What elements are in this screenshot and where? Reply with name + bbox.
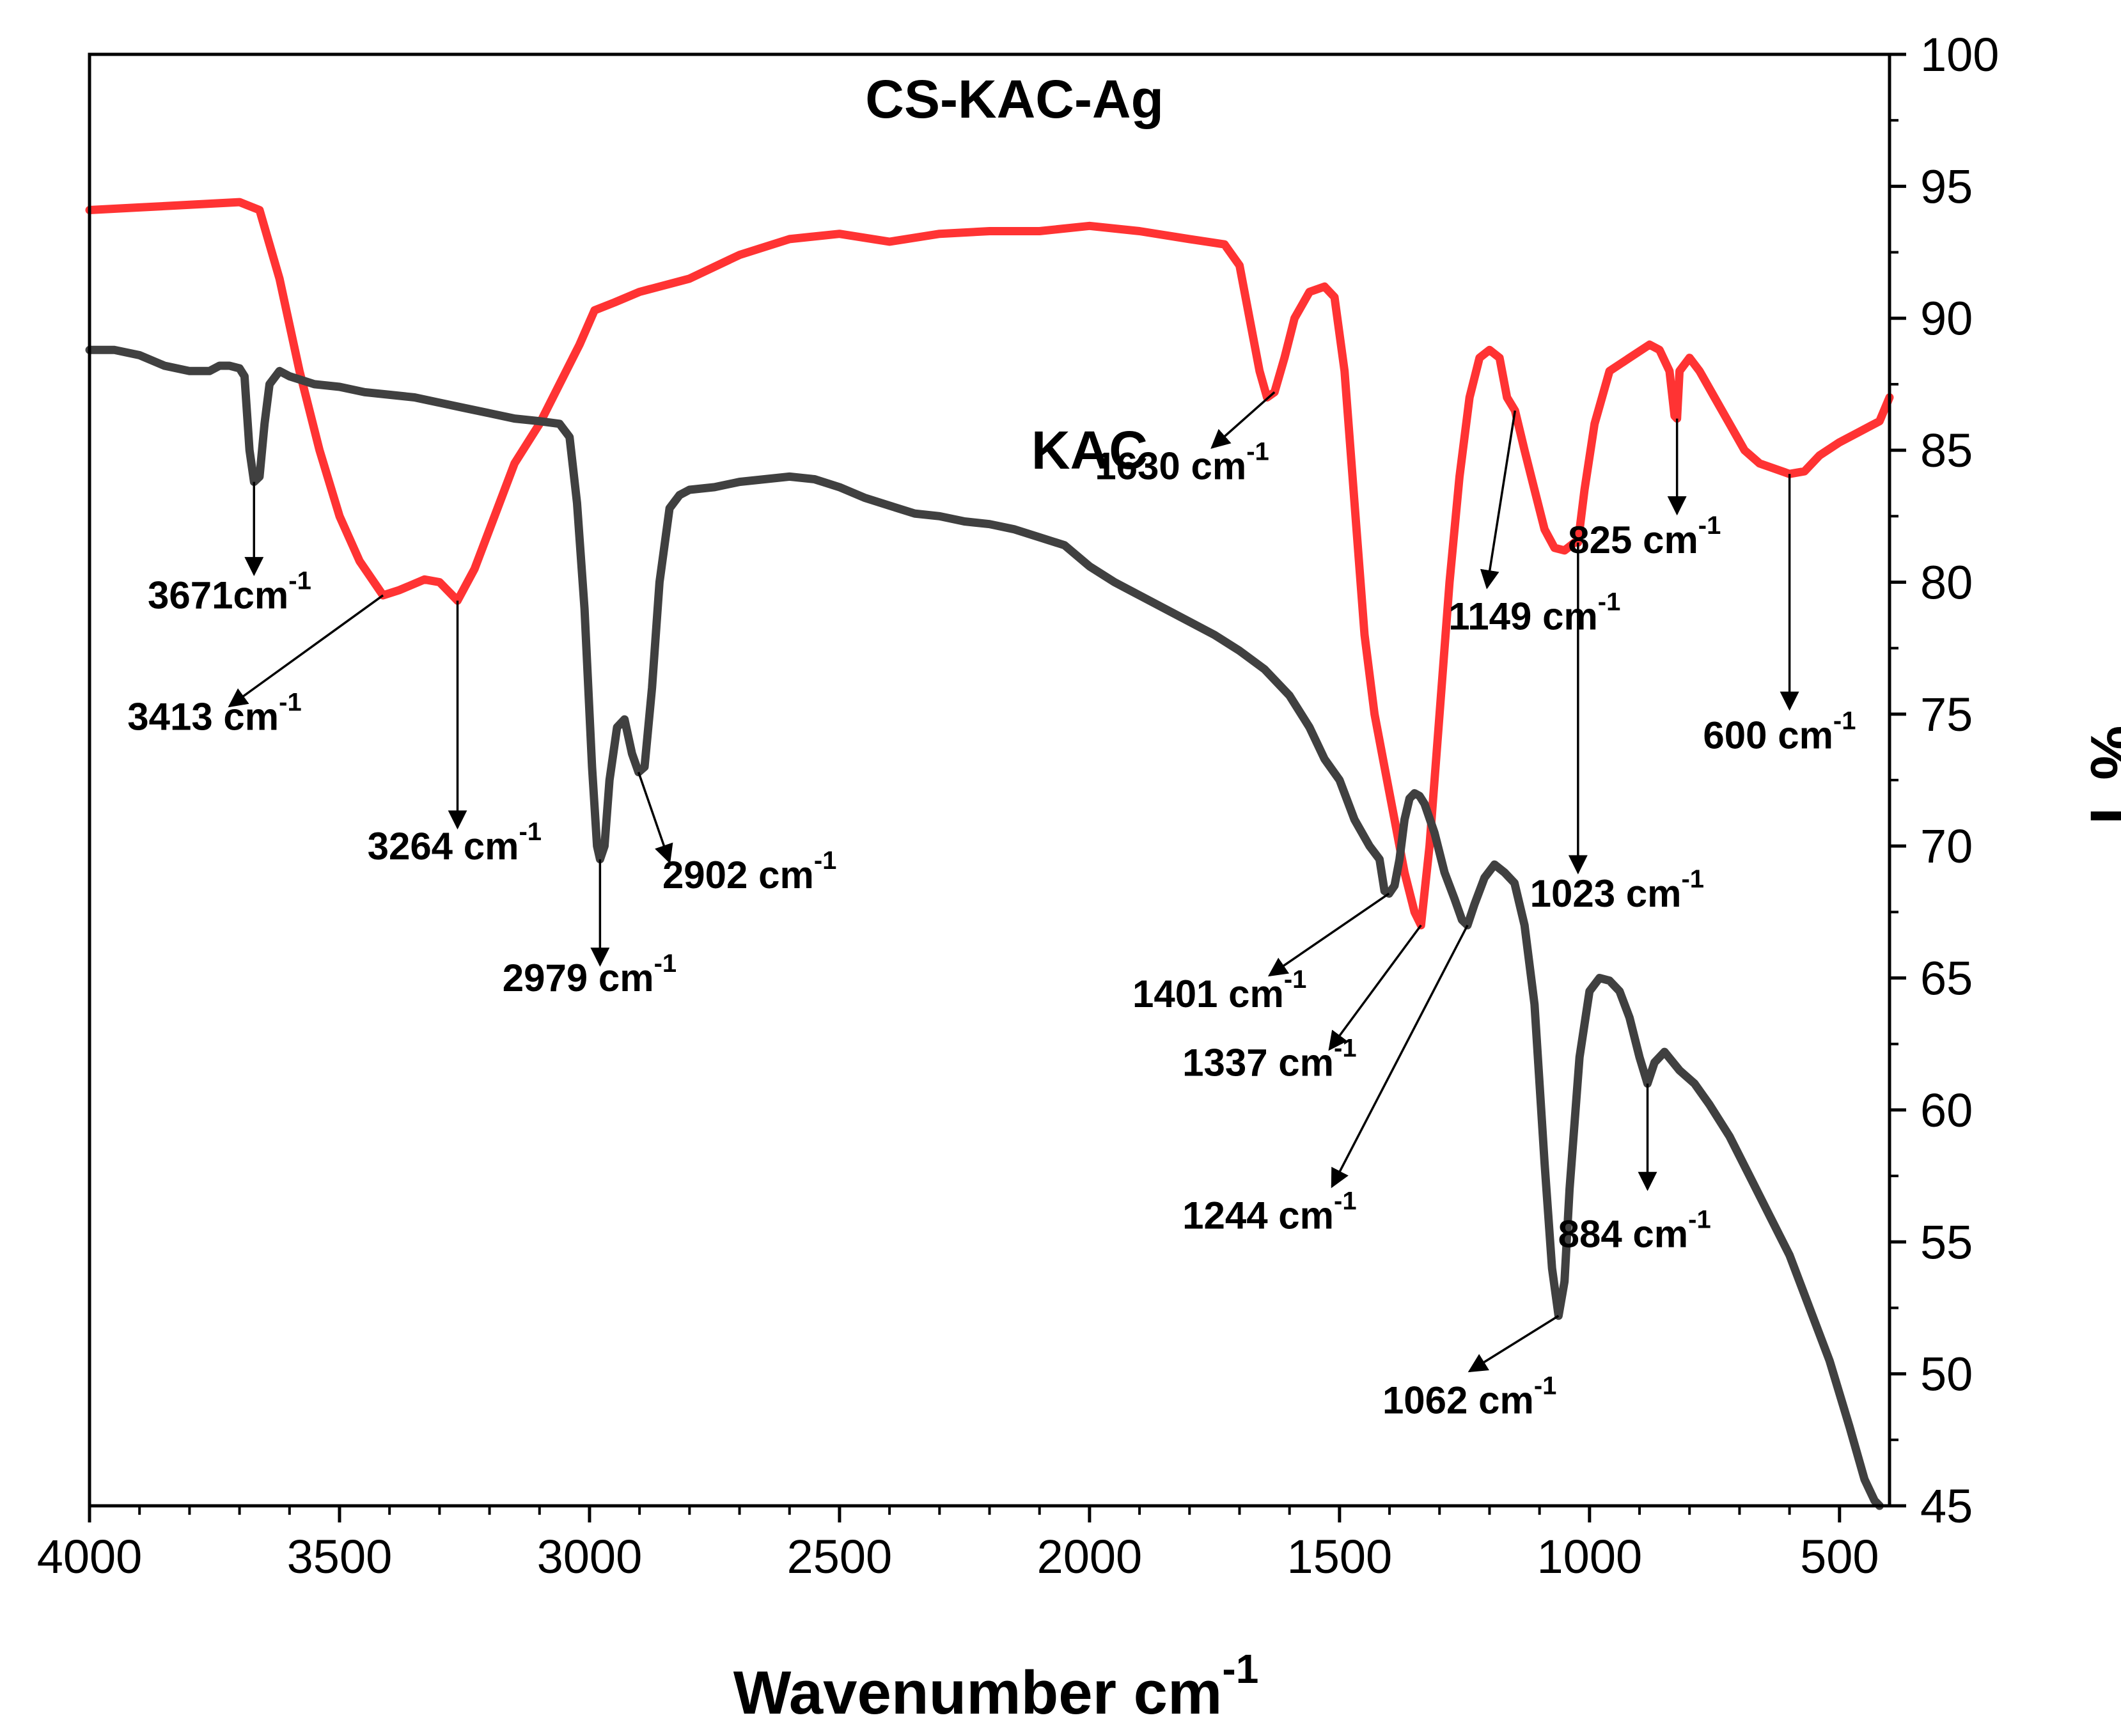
y-tick-label-65: 65 [1920, 952, 1973, 1005]
peak-label-2979: 2979 cm-1 [503, 950, 677, 999]
peak-arrow-1149 [1480, 410, 1517, 590]
y-tick-label-55: 55 [1920, 1216, 1973, 1269]
peak-label-1244: 1244 cm-1 [1182, 1187, 1356, 1237]
y-tick-label-45: 45 [1920, 1480, 1973, 1533]
y-axis-title: % T [2078, 726, 2121, 835]
peak-label-1630: 1630 cm-1 [1095, 437, 1269, 487]
x-tick-label-2000: 2000 [1037, 1530, 1143, 1583]
x-tick-label-3000: 3000 [537, 1530, 643, 1583]
peak-label-1337: 1337 cm-1 [1182, 1034, 1356, 1084]
y-tick-label-75: 75 [1920, 688, 1973, 741]
peak-label-3264: 3264 cm-1 [368, 818, 542, 868]
peak-label-3413: 3413 cm-1 [127, 689, 301, 739]
peak-arrow-1062 [1467, 1315, 1560, 1373]
peak-label-1023: 1023 cm-1 [1530, 865, 1704, 915]
y-tick-label-60: 60 [1920, 1084, 1973, 1137]
x-tick-label-3500: 3500 [287, 1530, 393, 1583]
y-tick-label-50: 50 [1920, 1348, 1973, 1401]
peak-arrow-2902 [637, 772, 673, 864]
x-tick-label-1000: 1000 [1537, 1530, 1643, 1583]
y-tick-label-90: 90 [1920, 292, 1973, 345]
series-line-kac [85, 345, 1884, 1510]
peak-arrow-1244 [1331, 925, 1469, 1189]
peak-arrow-1401 [1267, 893, 1390, 977]
peak-label-3671: 3671cm-1 [148, 567, 311, 617]
peak-arrow-3413 [228, 594, 384, 708]
peak-label-884: 884 cm-1 [1558, 1206, 1711, 1256]
x-axis-title: Wavenumber cm-1 [733, 1646, 1259, 1727]
series-label-kac: KAC [1031, 420, 1148, 480]
y-tick-label-80: 80 [1920, 556, 1973, 609]
x-tick-label-2500: 2500 [787, 1530, 893, 1583]
peak-label-1062: 1062 cm-1 [1382, 1372, 1556, 1422]
x-tick-label-1500: 1500 [1287, 1530, 1393, 1583]
label-layer: CS-KAC-Ag KAC [865, 69, 1164, 480]
peak-label-825: 825 cm-1 [1568, 512, 1721, 561]
peak-label-2902: 2902 cm-1 [662, 847, 836, 896]
annotation-layer: 3671cm-1 3413 cm-1 3264 cm-1 2979 cm-1 2902 … [127, 391, 1856, 1422]
peak-arrow-1630 [1210, 391, 1276, 449]
axes-layer: 4000 3500 3000 2500 2000 1500 1000 500 45 50 55 60 6… [37, 28, 2121, 1727]
x-tick-label-500: 500 [1800, 1530, 1879, 1583]
series-label-cs-kac-ag: CS-KAC-Ag [865, 69, 1164, 129]
peak-label-1401: 1401 cm-1 [1132, 966, 1306, 1015]
series-line-cs-kac-ag [85, 198, 1894, 930]
peak-label-1149: 1149 cm-1 [1448, 588, 1620, 638]
y-tick-label-70: 70 [1920, 820, 1973, 873]
x-tick-label-4000: 4000 [37, 1530, 143, 1583]
peak-label-600: 600 cm-1 [1703, 707, 1856, 756]
peak-arrow-1337 [1328, 924, 1422, 1051]
y-tick-label-95: 95 [1920, 160, 1973, 213]
series-layer [85, 198, 1894, 1510]
y-tick-label-85: 85 [1920, 424, 1973, 477]
y-tick-label-100: 100 [1920, 28, 1999, 81]
